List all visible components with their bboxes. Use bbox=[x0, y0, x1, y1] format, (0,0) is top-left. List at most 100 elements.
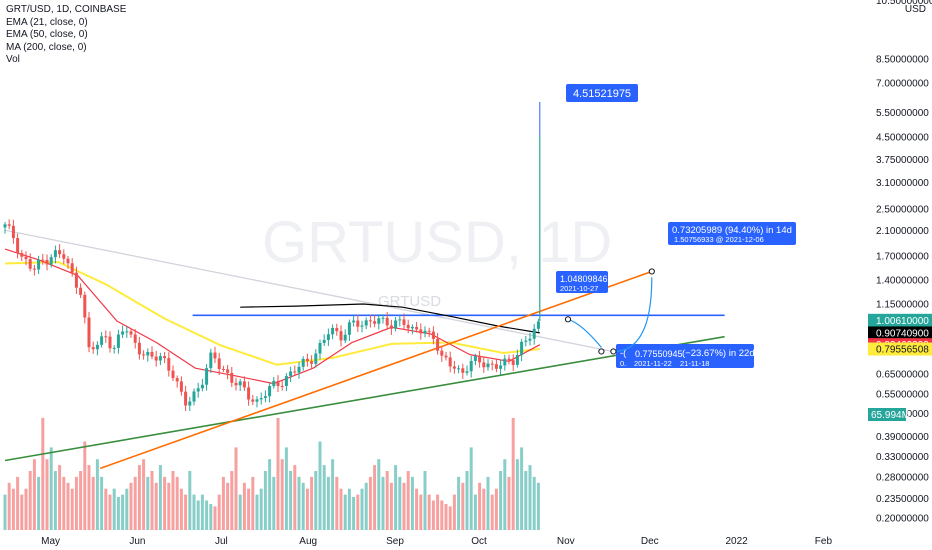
trendline-orange[interactable] bbox=[99, 270, 653, 470]
candle[interactable] bbox=[247, 381, 251, 406]
legend-vol[interactable]: Vol bbox=[6, 54, 20, 65]
candle[interactable] bbox=[116, 329, 120, 354]
candle[interactable] bbox=[230, 366, 234, 388]
candle[interactable] bbox=[167, 352, 171, 377]
candle[interactable] bbox=[457, 365, 461, 374]
candle[interactable] bbox=[473, 353, 477, 366]
anchor-point[interactable] bbox=[610, 348, 617, 355]
candle[interactable] bbox=[289, 366, 293, 382]
legend-symbol[interactable]: GRT/USD, 1D, COINBASE bbox=[6, 4, 127, 15]
time-axis[interactable] bbox=[0, 530, 868, 550]
candle[interactable] bbox=[419, 323, 423, 340]
candle[interactable] bbox=[226, 364, 230, 380]
candle[interactable] bbox=[469, 355, 473, 378]
candle[interactable] bbox=[129, 328, 133, 338]
candle[interactable] bbox=[217, 352, 221, 376]
candle[interactable] bbox=[142, 350, 146, 360]
candle[interactable] bbox=[121, 325, 125, 339]
candle[interactable] bbox=[79, 283, 83, 298]
candle[interactable] bbox=[352, 315, 356, 327]
candle[interactable] bbox=[389, 319, 393, 335]
anchor-point[interactable] bbox=[564, 316, 572, 323]
candle[interactable] bbox=[478, 351, 482, 368]
candle[interactable] bbox=[28, 253, 32, 272]
candle[interactable] bbox=[452, 360, 456, 374]
candle[interactable] bbox=[436, 333, 440, 355]
candle[interactable] bbox=[528, 332, 532, 346]
candle[interactable] bbox=[251, 395, 255, 406]
candle[interactable] bbox=[196, 382, 200, 398]
candle[interactable] bbox=[461, 363, 465, 379]
candle[interactable] bbox=[3, 221, 7, 234]
legend-ema21[interactable]: EMA (21, close, 0) bbox=[6, 16, 88, 28]
candle[interactable] bbox=[154, 351, 158, 367]
candle[interactable] bbox=[45, 254, 49, 271]
candle[interactable] bbox=[188, 396, 192, 411]
candle[interactable] bbox=[175, 375, 179, 388]
candle[interactable] bbox=[364, 317, 368, 330]
drop-label[interactable] bbox=[616, 344, 754, 368]
candle[interactable] bbox=[7, 219, 11, 230]
candle[interactable] bbox=[494, 358, 498, 373]
candle[interactable] bbox=[490, 360, 494, 371]
candle[interactable] bbox=[360, 320, 364, 333]
candle[interactable] bbox=[440, 346, 444, 362]
candle[interactable] bbox=[171, 365, 175, 382]
candle[interactable] bbox=[423, 326, 427, 338]
candle[interactable] bbox=[255, 396, 259, 408]
candle[interactable] bbox=[100, 332, 104, 348]
candle[interactable] bbox=[410, 324, 414, 335]
candle[interactable] bbox=[381, 314, 385, 324]
candle[interactable] bbox=[532, 323, 536, 345]
price-marker[interactable] bbox=[868, 313, 932, 327]
candle[interactable] bbox=[70, 258, 74, 277]
candle[interactable] bbox=[53, 245, 57, 264]
candle[interactable] bbox=[24, 251, 28, 266]
candle[interactable] bbox=[385, 312, 389, 330]
candle[interactable] bbox=[515, 349, 519, 368]
candle[interactable] bbox=[520, 338, 524, 362]
candle[interactable] bbox=[536, 318, 540, 332]
resistance-label[interactable] bbox=[556, 271, 608, 293]
candle[interactable] bbox=[326, 328, 330, 346]
candle[interactable] bbox=[322, 334, 326, 347]
candle[interactable] bbox=[11, 219, 15, 244]
candle[interactable] bbox=[268, 382, 272, 403]
candle[interactable] bbox=[163, 351, 167, 364]
candle[interactable] bbox=[402, 313, 406, 330]
trendline-white[interactable] bbox=[4, 229, 613, 353]
candle[interactable] bbox=[499, 359, 503, 375]
price-axis[interactable] bbox=[868, 0, 932, 550]
candle[interactable] bbox=[524, 335, 528, 347]
candle[interactable] bbox=[83, 291, 87, 324]
candle[interactable] bbox=[444, 351, 448, 361]
candle[interactable] bbox=[91, 341, 95, 354]
candle[interactable] bbox=[205, 364, 209, 391]
candle[interactable] bbox=[339, 325, 343, 347]
candle[interactable] bbox=[104, 330, 108, 343]
candle[interactable] bbox=[74, 266, 78, 294]
candle[interactable] bbox=[221, 365, 225, 373]
candle[interactable] bbox=[305, 353, 309, 367]
candle[interactable] bbox=[179, 376, 183, 396]
candle[interactable] bbox=[87, 311, 91, 353]
candle[interactable] bbox=[482, 356, 486, 373]
candle[interactable] bbox=[486, 359, 490, 371]
candle[interactable] bbox=[150, 346, 154, 360]
candle[interactable] bbox=[125, 326, 129, 338]
candle[interactable] bbox=[331, 324, 335, 340]
candle[interactable] bbox=[347, 319, 351, 341]
anchor-point[interactable] bbox=[598, 348, 605, 355]
candle[interactable] bbox=[343, 329, 347, 344]
candle[interactable] bbox=[284, 373, 288, 391]
anchor-point[interactable] bbox=[648, 268, 655, 275]
ema50-line[interactable] bbox=[4, 261, 540, 366]
candle[interactable] bbox=[356, 314, 360, 332]
candle[interactable] bbox=[368, 314, 372, 328]
candle[interactable] bbox=[406, 319, 410, 334]
candle[interactable] bbox=[37, 255, 41, 275]
candle[interactable] bbox=[276, 375, 280, 393]
candle[interactable] bbox=[133, 329, 137, 349]
candle[interactable] bbox=[318, 339, 322, 360]
